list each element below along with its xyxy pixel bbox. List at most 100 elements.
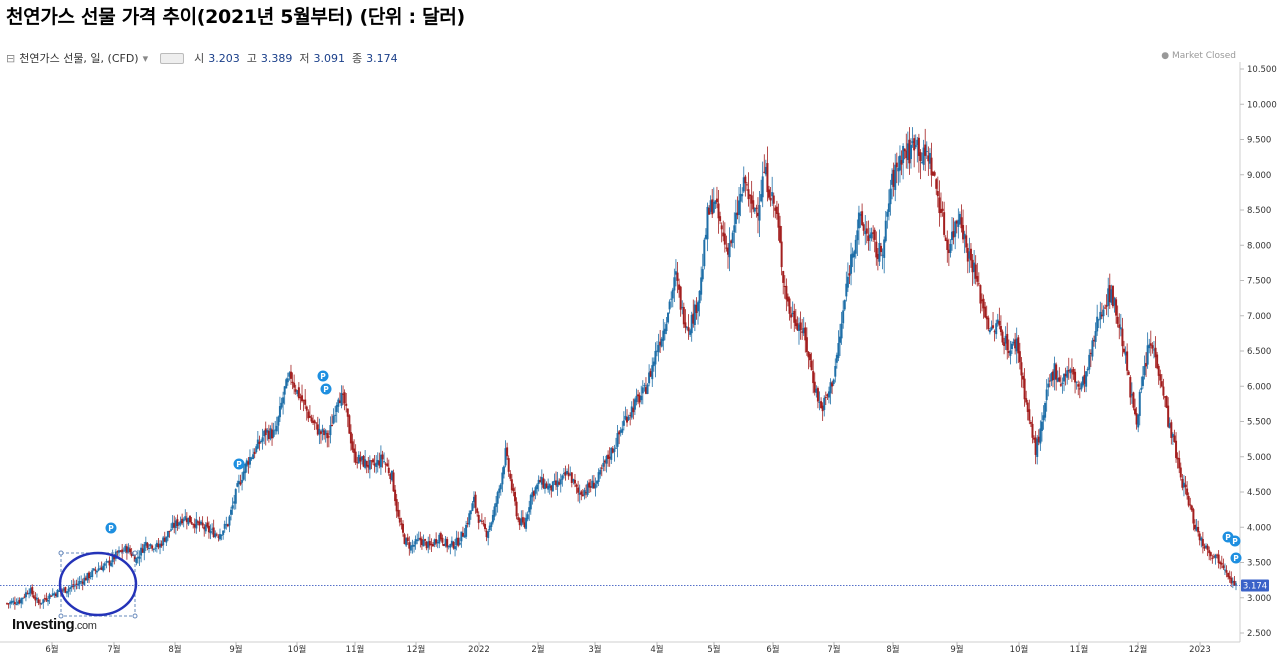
candle-body	[272, 430, 275, 437]
candle-body	[176, 519, 179, 526]
candle-body	[222, 530, 225, 535]
candle-body	[1198, 533, 1201, 541]
candle-body	[1157, 365, 1160, 376]
candle-body	[561, 475, 564, 480]
candle-body	[146, 542, 149, 548]
event-marker-icon[interactable]: P	[1230, 552, 1242, 564]
candle-body	[430, 543, 433, 545]
candle-body	[241, 479, 244, 483]
event-marker-icon[interactable]: P	[317, 370, 329, 382]
candle-body	[449, 544, 452, 548]
candle-body	[857, 212, 860, 229]
candle-body	[532, 491, 535, 496]
candle-body	[1154, 347, 1157, 358]
candle-body	[1047, 383, 1050, 388]
candle-body	[853, 251, 856, 258]
candle-body	[392, 472, 395, 492]
candle-body	[958, 213, 961, 224]
candle-body	[772, 195, 775, 204]
candle-body	[466, 523, 469, 525]
candle-body	[1135, 413, 1138, 425]
candle-body	[722, 232, 725, 237]
candle-body	[318, 428, 321, 435]
candle-body	[646, 384, 649, 394]
candle-body	[667, 312, 670, 323]
candle-body	[510, 479, 513, 491]
visibility-toggle-icon[interactable]	[160, 52, 185, 64]
candle-body	[1119, 327, 1122, 330]
candle-body	[405, 538, 408, 546]
candle-body	[775, 206, 778, 214]
candle-body	[873, 229, 876, 240]
candle-body	[349, 432, 352, 444]
candle-body	[154, 547, 157, 549]
candle-body	[786, 296, 789, 302]
candle-body	[603, 460, 606, 463]
candle-body	[50, 595, 53, 597]
candle-body	[302, 400, 305, 402]
candle-body	[476, 508, 479, 513]
candle-body	[1227, 572, 1230, 577]
candle-body	[1190, 505, 1193, 511]
candle-body	[1061, 382, 1064, 384]
selection-handle	[132, 550, 138, 556]
candle-body	[32, 595, 35, 599]
candle-body	[250, 457, 253, 460]
candle-body	[1096, 316, 1099, 332]
y-tick-label: 4.500	[1247, 488, 1271, 498]
candle-body	[73, 585, 76, 587]
candle-body	[897, 167, 900, 172]
candle-body	[826, 394, 829, 397]
candle-body	[463, 535, 466, 538]
candle-body	[569, 473, 572, 475]
candle-body	[1007, 350, 1010, 354]
event-marker-icon[interactable]: P	[105, 522, 117, 534]
candle-body	[327, 436, 330, 438]
chevron-down-icon[interactable]: ▾	[142, 51, 149, 65]
candle-body	[539, 480, 542, 483]
instrument-label[interactable]: 천연가스 선물, 일, (CFD)	[19, 52, 139, 65]
candle-body	[1187, 496, 1190, 506]
event-marker-icon[interactable]: P	[320, 383, 332, 395]
candle-body	[640, 395, 643, 401]
candle-body	[851, 253, 854, 258]
candle-body	[353, 448, 356, 453]
candle-body	[1152, 349, 1155, 351]
candle-body	[335, 405, 338, 412]
event-marker-icon[interactable]: P	[233, 458, 245, 470]
candle-body	[1176, 457, 1179, 460]
candle-body	[528, 507, 531, 513]
candle-body	[985, 316, 988, 320]
candle-body	[122, 550, 125, 552]
candle-body	[928, 152, 931, 164]
x-tick-label: 10월	[288, 644, 307, 655]
candle-body	[1086, 368, 1089, 371]
candle-body	[496, 492, 499, 504]
candle-body	[846, 276, 849, 288]
candle-body	[916, 139, 919, 146]
candle-body	[1115, 299, 1118, 316]
candle-body	[501, 472, 504, 485]
candle-body	[1160, 381, 1163, 387]
candle-body	[1015, 338, 1018, 352]
candle-body	[498, 488, 501, 493]
candle-body	[280, 402, 283, 408]
candle-body	[217, 536, 220, 538]
candle-body	[228, 516, 231, 526]
candle-body	[1203, 546, 1206, 549]
candle-body	[608, 456, 611, 459]
event-marker-icon[interactable]: P	[1229, 535, 1241, 547]
candle-body	[594, 484, 597, 489]
candle-body	[1222, 565, 1225, 569]
candle-body	[714, 200, 717, 204]
candle-body	[152, 548, 155, 550]
candle-body	[305, 406, 308, 411]
candle-body	[626, 417, 629, 423]
collapse-icon[interactable]: ⊟	[6, 51, 16, 65]
candle-body	[632, 407, 635, 413]
candle-body	[376, 459, 379, 465]
candle-body	[10, 601, 13, 604]
candle-body	[359, 457, 362, 462]
candle-body	[80, 581, 83, 583]
